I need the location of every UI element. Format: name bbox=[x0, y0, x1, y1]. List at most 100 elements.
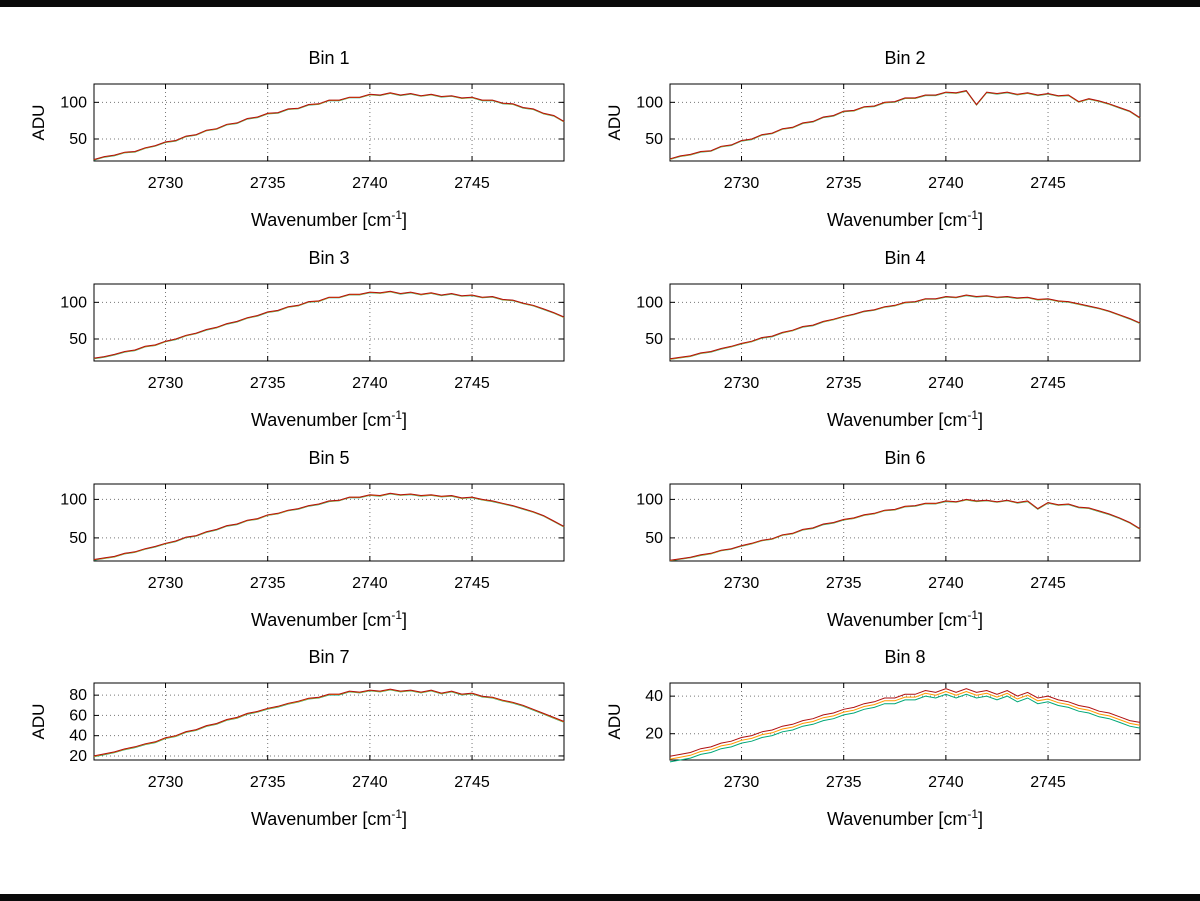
y-tick-label: 50 bbox=[69, 530, 87, 547]
trace-orange bbox=[669, 499, 1141, 561]
x-tick-label: 2735 bbox=[826, 175, 862, 192]
x-axis-label: Wavenumber [cm-1] bbox=[250, 408, 408, 430]
subplot-bin-7: Bin 7 20 40 60 80 2730 2735 2740 2745 ADU Wavenu… bbox=[24, 639, 600, 839]
plot-area-bin-7: 20 40 60 80 2730 2735 2740 2745 ADU bbox=[29, 682, 565, 791]
x-tick-label: 2740 bbox=[928, 375, 964, 392]
trace-orange bbox=[93, 688, 565, 757]
y-tick-label: 50 bbox=[645, 331, 663, 348]
axes-box bbox=[93, 83, 565, 162]
x-tick-label: 2730 bbox=[724, 575, 760, 592]
x-axis-label: Wavenumber [cm-1] bbox=[826, 408, 984, 430]
x-tick-label: 2745 bbox=[454, 774, 490, 791]
x-axis-label: Wavenumber [cm-1] bbox=[250, 807, 408, 829]
y-tick-label: 100 bbox=[636, 491, 663, 508]
trace-red bbox=[669, 498, 1141, 561]
axes-box bbox=[669, 682, 1141, 761]
plot-title: Bin 7 bbox=[308, 647, 350, 667]
plot-area-bin-5: 50 100 2730 2735 2740 2745 bbox=[60, 483, 565, 592]
x-tick-label: 2745 bbox=[454, 175, 490, 192]
x-tick-label: 2740 bbox=[352, 575, 388, 592]
trace-green bbox=[93, 689, 565, 758]
y-tick-label: 100 bbox=[636, 294, 663, 311]
y-axis-label: ADU bbox=[29, 105, 48, 141]
trace-green bbox=[669, 499, 1141, 562]
x-tick-label: 2740 bbox=[928, 175, 964, 192]
y-axis-label: ADU bbox=[29, 704, 48, 740]
x-tick-label: 2745 bbox=[1030, 575, 1066, 592]
axes-box bbox=[669, 283, 1141, 362]
y-tick-label: 100 bbox=[636, 94, 663, 111]
plot-title: Bin 1 bbox=[308, 48, 350, 68]
x-axis-label: Wavenumber [cm-1] bbox=[826, 807, 984, 829]
y-tick-label: 50 bbox=[69, 131, 87, 148]
x-axis-label: Wavenumber [cm-1] bbox=[826, 208, 984, 230]
y-axis-label: ADU bbox=[605, 704, 624, 740]
y-tick-label: 100 bbox=[60, 94, 87, 111]
y-tick-label: 20 bbox=[69, 748, 87, 765]
y-tick-label: 40 bbox=[69, 728, 87, 745]
axes-box bbox=[93, 483, 565, 562]
y-tick-label: 100 bbox=[60, 294, 87, 311]
plot-area-bin-8: 20 40 2730 2735 2740 2745 ADU bbox=[605, 682, 1141, 791]
x-tick-label: 2735 bbox=[826, 375, 862, 392]
bottom-border bbox=[0, 894, 1200, 901]
x-tick-label: 2740 bbox=[352, 774, 388, 791]
x-tick-label: 2735 bbox=[250, 375, 286, 392]
trace-orange bbox=[669, 294, 1141, 360]
plot-title: Bin 4 bbox=[884, 248, 926, 268]
trace-green bbox=[93, 92, 565, 161]
plot-title: Bin 2 bbox=[884, 48, 926, 68]
y-tick-label: 50 bbox=[69, 331, 87, 348]
y-tick-label: 20 bbox=[645, 726, 663, 743]
y-tick-label: 40 bbox=[645, 688, 663, 705]
x-tick-label: 2745 bbox=[454, 375, 490, 392]
y-tick-label: 60 bbox=[69, 707, 87, 724]
trace-green bbox=[93, 291, 565, 360]
x-tick-label: 2745 bbox=[1030, 175, 1066, 192]
trace-red bbox=[93, 492, 565, 560]
plot-title: Bin 5 bbox=[308, 448, 350, 468]
subplot-bin-3: Bin 3 50 100 2730 2735 2740 2745 Wavenumber [… bbox=[24, 240, 600, 440]
top-border bbox=[0, 0, 1200, 7]
trace-red bbox=[93, 92, 565, 160]
trace-red bbox=[93, 290, 565, 359]
plot-area-bin-2: 50 100 2730 2735 2740 2745 ADU bbox=[605, 83, 1141, 192]
trace-red bbox=[669, 294, 1141, 360]
x-tick-label: 2730 bbox=[724, 175, 760, 192]
plot-area-bin-4: 50 100 2730 2735 2740 2745 bbox=[636, 283, 1141, 392]
trace-orange bbox=[669, 90, 1141, 160]
plot-title: Bin 3 bbox=[308, 248, 350, 268]
trace-green bbox=[669, 295, 1141, 360]
x-tick-label: 2730 bbox=[148, 774, 184, 791]
x-tick-label: 2740 bbox=[928, 774, 964, 791]
trace-red bbox=[669, 688, 1141, 757]
subplot-bin-2: Bin 2 50 100 2730 2735 2740 2745 ADU Wavenumbe… bbox=[600, 40, 1176, 240]
plot-area-bin-3: 50 100 2730 2735 2740 2745 bbox=[60, 283, 565, 392]
axes-box bbox=[669, 83, 1141, 162]
x-tick-label: 2730 bbox=[148, 375, 184, 392]
plot-area-bin-1: 50 100 2730 2735 2740 2745 ADU bbox=[29, 83, 565, 192]
x-tick-label: 2740 bbox=[352, 175, 388, 192]
x-tick-label: 2735 bbox=[826, 575, 862, 592]
x-tick-label: 2735 bbox=[250, 774, 286, 791]
x-tick-label: 2730 bbox=[724, 375, 760, 392]
x-tick-label: 2730 bbox=[724, 774, 760, 791]
x-tick-label: 2735 bbox=[250, 575, 286, 592]
plot-title: Bin 6 bbox=[884, 448, 926, 468]
subplot-bin-8: Bin 8 20 40 2730 2735 2740 2745 ADU Wavenumber… bbox=[600, 639, 1176, 839]
plot-area-bin-6: 50 100 2730 2735 2740 2745 bbox=[636, 483, 1141, 592]
trace-green bbox=[669, 693, 1141, 763]
x-axis-label: Wavenumber [cm-1] bbox=[250, 608, 408, 630]
y-tick-label: 100 bbox=[60, 491, 87, 508]
axes-box bbox=[669, 483, 1141, 562]
axes-box bbox=[93, 283, 565, 362]
trace-green bbox=[669, 90, 1141, 160]
x-tick-label: 2730 bbox=[148, 175, 184, 192]
subplot-bin-1: Bin 1 50 100 2730 2735 2740 2745 ADU Wavenumbe… bbox=[24, 40, 600, 240]
trace-green bbox=[93, 493, 565, 561]
subplot-bin-4: Bin 4 50 100 2730 2735 2740 2745 Wavenumber [… bbox=[600, 240, 1176, 440]
x-tick-label: 2745 bbox=[454, 575, 490, 592]
x-axis-label: Wavenumber [cm-1] bbox=[250, 208, 408, 230]
x-tick-label: 2740 bbox=[928, 575, 964, 592]
